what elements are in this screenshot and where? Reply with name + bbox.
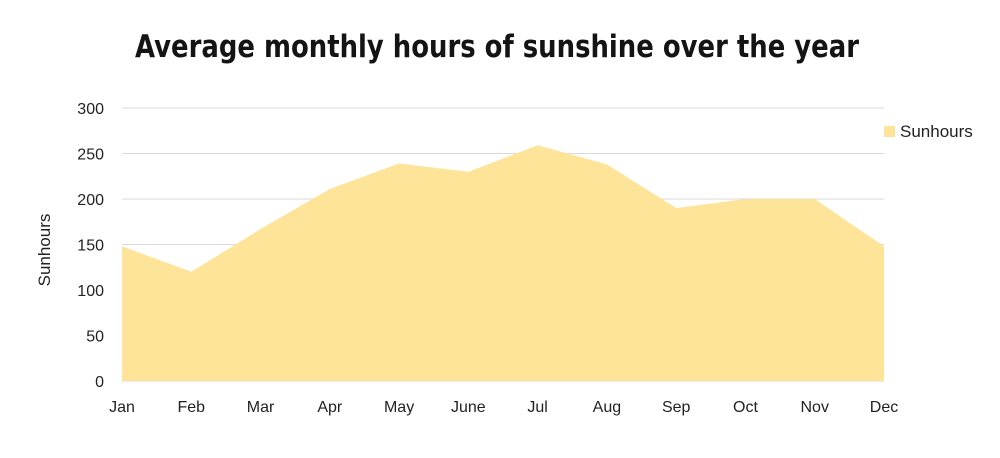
x-tick-label: Sep: [662, 399, 691, 416]
x-tick-label: Apr: [317, 399, 343, 416]
area-sunhours: [122, 145, 884, 381]
x-tick-label: Nov: [801, 399, 829, 416]
x-tick-label: Jan: [109, 399, 135, 416]
x-tick-label: May: [384, 399, 414, 416]
x-tick-label: Dec: [870, 399, 898, 416]
y-axis: 0 50 100 150 200 250 300: [77, 101, 104, 391]
legend-label: Sunhours: [900, 122, 973, 141]
x-axis: Jan Feb Mar Apr May June Jul Aug Sep Oct Nov Dec: [109, 399, 898, 416]
chart-title: Average monthly hours of sunshine over t…: [135, 29, 860, 65]
legend-swatch: [884, 126, 895, 137]
x-tick-label: Aug: [593, 399, 621, 416]
legend: Sunhours: [884, 122, 973, 141]
y-tick-label: 300: [77, 101, 104, 118]
y-axis-label: Sunhours: [35, 214, 54, 287]
x-tick-label: Mar: [247, 399, 275, 416]
y-tick-label: 250: [77, 147, 104, 164]
y-tick-label: 0: [95, 374, 104, 391]
y-tick-label: 50: [86, 329, 104, 346]
x-tick-label: Oct: [733, 399, 758, 416]
y-tick-label: 150: [77, 238, 104, 255]
x-tick-label: June: [451, 399, 486, 416]
y-tick-label: 100: [77, 283, 104, 300]
x-tick-label: Jul: [527, 399, 547, 416]
y-tick-label: 200: [77, 192, 104, 209]
x-tick-label: Feb: [177, 399, 205, 416]
area-series: [122, 145, 884, 381]
